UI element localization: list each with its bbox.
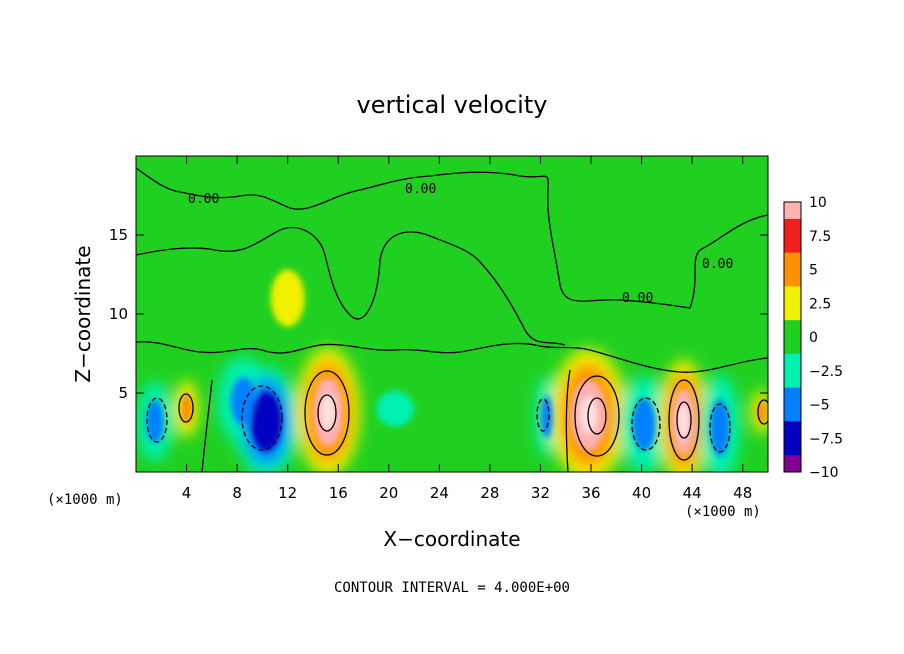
colorbar-swatch [784, 353, 801, 372]
colorbar-swatch [784, 455, 801, 473]
contour-cell-i [146, 397, 168, 443]
plot-area: 0.00 0.00 0.00 0.00 [136, 156, 768, 472]
colorbar-tick-label: −2.5 [809, 364, 843, 380]
contour-cell-k [631, 397, 661, 451]
y-axis: 5 10 15 [109, 226, 768, 402]
velocity-cell [632, 398, 656, 451]
contour-labels: 0.00 0.00 0.00 0.00 [188, 182, 733, 306]
contour-cell-c [574, 375, 620, 457]
contour-label: 0.00 [622, 291, 653, 306]
contour-cell-a [304, 370, 350, 456]
chart-title: vertical velocity [357, 91, 548, 119]
velocity-cell [146, 400, 164, 443]
x-tick-label: 8 [232, 484, 242, 502]
contour-cell-m [536, 398, 550, 432]
colorbar-swatch [784, 421, 801, 439]
colorbar-swatch [784, 387, 801, 405]
x-tick-label: 16 [329, 484, 348, 502]
contour-cell-f [676, 401, 692, 439]
x-axis-label: X−coordinate [383, 527, 520, 551]
colorbar-tick-label: 0 [809, 330, 818, 346]
velocity-cell [251, 391, 282, 452]
contour-cell-e [668, 379, 700, 461]
colorbar-tick-label: 10 [809, 195, 827, 211]
velocity-cell [710, 399, 730, 457]
contour-cell-h [757, 399, 768, 425]
colorbar-tick-label: 5 [809, 263, 818, 279]
velocity-cell [231, 377, 256, 425]
contour-cell-d [587, 397, 607, 435]
contour-label: 0.00 [188, 192, 219, 207]
x-tick-label: 32 [531, 484, 550, 502]
colorbar-swatch [784, 320, 801, 338]
y-tick-label: 5 [118, 384, 128, 402]
y-tick-label: 15 [109, 226, 128, 244]
x-tick-label: 44 [683, 484, 702, 502]
colorbar-swatch [784, 286, 801, 304]
velocity-cell [376, 391, 415, 427]
colorbar-swatch [784, 252, 801, 270]
contour-cell-l [709, 403, 731, 453]
colorbar-swatch [784, 269, 801, 287]
contour-lines [136, 167, 768, 472]
colorbar-swatch [784, 370, 801, 389]
contour-cell-g [178, 393, 194, 423]
x-axis: 4 8 12 16 20 24 28 32 36 40 44 48 [182, 156, 752, 502]
colorbar-swatch [784, 235, 801, 254]
x-unit-label-left: (×1000 m) [47, 492, 123, 508]
velocity-cell-peak [678, 403, 689, 440]
colorbar-swatch [784, 337, 801, 355]
x-tick-label: 36 [581, 484, 600, 502]
colorbar-tick-label: 7.5 [809, 229, 831, 245]
velocity-cell-peak [321, 393, 336, 431]
zero-contour-lower [136, 341, 768, 373]
colorbar-tick-label: −7.5 [809, 431, 843, 447]
colorbar-swatch [784, 404, 801, 422]
x-tick-label: 48 [733, 484, 752, 502]
velocity-cell [180, 393, 193, 425]
contour-cell-j [241, 385, 283, 451]
contour-label: 0.00 [405, 182, 436, 197]
x-tick-label: 12 [278, 484, 297, 502]
x-tick-label: 28 [480, 484, 499, 502]
y-tick-label: 10 [109, 305, 128, 323]
colorbar-swatch [784, 218, 801, 237]
colorbar: 10 7.5 5 2.5 0 −2.5 −5 −7.5 −10 [783, 195, 843, 481]
y-axis-label: Z−coordinate [71, 245, 95, 382]
colorbar-tick-label: −10 [809, 465, 839, 481]
colorbar-frame [783, 201, 802, 473]
colorbar-swatch [784, 202, 801, 220]
contour-vertical-mid [565, 369, 571, 472]
colorbar-swatch [784, 438, 801, 456]
colorbar-tick-label: −5 [809, 398, 830, 414]
x-tick-label: 24 [430, 484, 449, 502]
x-tick-label: 20 [379, 484, 398, 502]
contour-label: 0.00 [702, 257, 733, 272]
zero-contour-upper [136, 167, 768, 309]
velocity-cell [270, 269, 305, 327]
colorbar-swatch [784, 303, 801, 321]
velocity-cell [541, 395, 553, 439]
x-tick-label: 4 [182, 484, 192, 502]
x-unit-label-right: (×1000 m) [685, 504, 761, 520]
x-tick-label: 40 [632, 484, 651, 502]
colorbar-tick-label: 2.5 [809, 296, 831, 312]
zero-contour-middle [136, 226, 566, 346]
contour-cell-b [317, 394, 337, 432]
contour-interval-note: CONTOUR INTERVAL = 4.000E+00 [334, 580, 570, 596]
contour-vertical-left [201, 379, 213, 472]
